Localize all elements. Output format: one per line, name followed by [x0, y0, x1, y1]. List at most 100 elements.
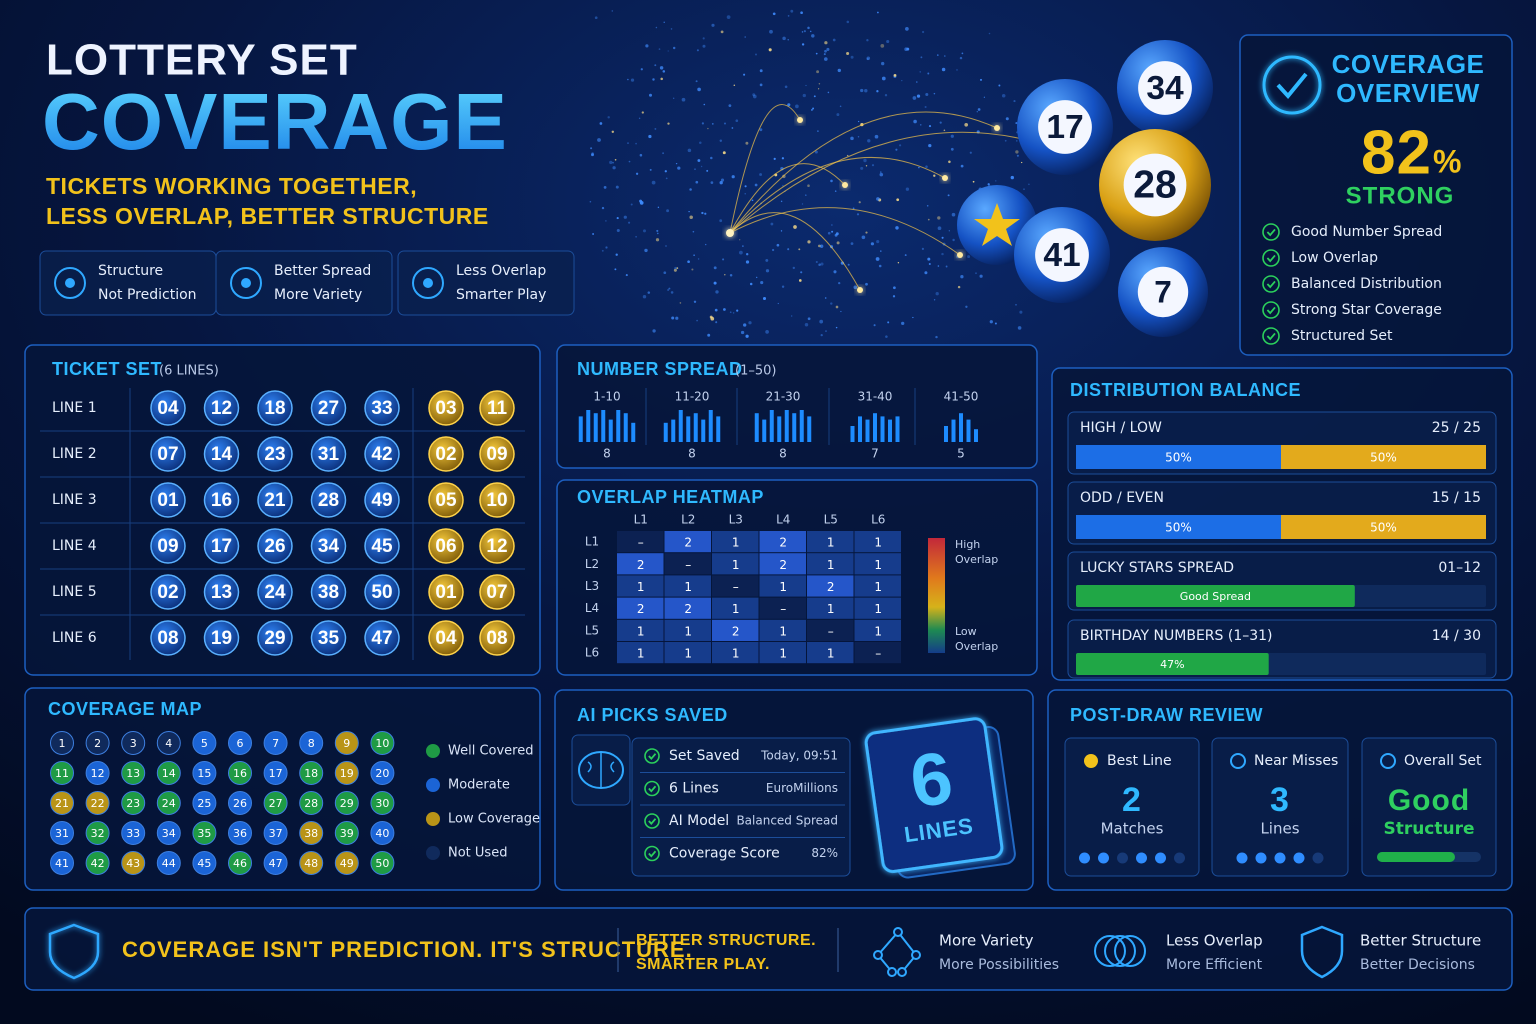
map-dot — [846, 154, 849, 157]
map-dot — [1019, 310, 1023, 314]
heat-cell — [807, 619, 854, 641]
map-dot — [812, 107, 815, 110]
ticket-number: 12 — [211, 398, 232, 419]
heat-cell — [664, 642, 711, 664]
map-dot — [720, 178, 725, 182]
heat-value: 1 — [684, 580, 692, 594]
map-dot — [905, 187, 910, 191]
heat-value: 1 — [684, 624, 692, 638]
map-dot — [887, 321, 890, 324]
heat-value: 1 — [732, 558, 740, 572]
map-dot — [856, 213, 860, 216]
map-dot — [960, 275, 964, 279]
heat-cell — [854, 553, 901, 575]
map-number — [263, 761, 288, 785]
map-dot — [893, 286, 896, 290]
map-dot — [835, 326, 838, 329]
map-dot — [818, 263, 821, 267]
map-dot — [719, 139, 723, 142]
map-dot — [742, 245, 744, 247]
ticket-ball — [364, 436, 400, 472]
heat-cell — [854, 597, 901, 619]
map-dot — [744, 193, 746, 195]
map-dot — [754, 183, 758, 187]
map-dot — [768, 48, 772, 52]
map-dot — [1015, 303, 1017, 306]
map-number — [370, 821, 395, 845]
map-dot — [651, 180, 656, 185]
map-dot — [675, 162, 678, 165]
heat-value: 1 — [779, 647, 787, 661]
map-dot — [644, 248, 648, 253]
heat-cell — [617, 575, 664, 597]
map-dot — [885, 335, 888, 338]
lottery-ball-face — [1123, 153, 1187, 217]
map-dot — [833, 270, 837, 274]
spread-bar — [601, 410, 606, 442]
map-dot — [693, 254, 695, 256]
spread-bar — [873, 413, 877, 442]
map-dot — [697, 87, 701, 92]
dot — [1312, 852, 1324, 864]
map-number — [263, 821, 288, 845]
map-dot — [748, 321, 752, 325]
spread-bar — [678, 410, 683, 442]
map-dot — [639, 201, 644, 205]
spread-bar — [586, 410, 591, 442]
map-dot — [780, 200, 783, 203]
heat-cell — [759, 553, 806, 575]
footer-tagline: SMARTER PLAY. — [636, 956, 770, 973]
panel-title: COVERAGE MAP — [48, 699, 202, 719]
balance-segment — [1281, 445, 1486, 469]
map-dot — [597, 138, 601, 142]
map-dot — [800, 11, 803, 15]
map-number-label: 34 — [162, 827, 176, 840]
map-dot — [702, 44, 706, 48]
heat-cell — [617, 642, 664, 664]
ticket-ball — [150, 390, 186, 426]
ticket-number: 34 — [318, 536, 340, 557]
map-dot — [893, 73, 897, 77]
map-dot — [614, 158, 617, 161]
heat-cell — [759, 642, 806, 664]
map-number-label: 49 — [340, 857, 354, 870]
item-ratio: 15 / 15 — [1432, 490, 1481, 506]
map-dot — [701, 122, 705, 125]
map-dot — [749, 282, 753, 286]
map-dot — [957, 285, 961, 289]
star-ball — [428, 436, 464, 472]
heat-value: 2 — [779, 558, 787, 572]
ticket-number: 16 — [211, 490, 232, 511]
map-dot — [696, 319, 698, 322]
map-dot — [919, 71, 921, 73]
map-dot — [839, 105, 842, 108]
map-number — [192, 731, 217, 755]
star-ball — [428, 574, 464, 610]
map-dot — [639, 153, 643, 157]
map-dot — [687, 148, 692, 153]
map-dot — [880, 171, 882, 173]
map-dot — [892, 295, 896, 298]
lottery-ball-face — [1138, 61, 1192, 115]
map-dot — [876, 90, 879, 93]
ticket-number: 02 — [157, 582, 178, 603]
heat-value: 1 — [874, 624, 882, 638]
map-dot — [1015, 150, 1019, 154]
map-dot — [943, 129, 946, 132]
map-dot — [895, 148, 898, 151]
map-dot — [927, 257, 931, 261]
star-number: 10 — [486, 490, 507, 511]
map-number-label: 31 — [55, 827, 69, 840]
map-dot — [863, 158, 867, 163]
map-number — [334, 731, 359, 755]
heat-cell — [664, 597, 711, 619]
map-node — [842, 182, 848, 188]
map-dot — [765, 330, 769, 334]
item-ratio: 01–12 — [1438, 560, 1481, 576]
map-dot — [965, 305, 968, 308]
ticket-ball — [150, 528, 186, 564]
review-icon — [1380, 753, 1396, 769]
star-number: 03 — [435, 398, 456, 419]
segment-label: 50% — [1165, 451, 1192, 465]
heat-value: 1 — [827, 558, 835, 572]
